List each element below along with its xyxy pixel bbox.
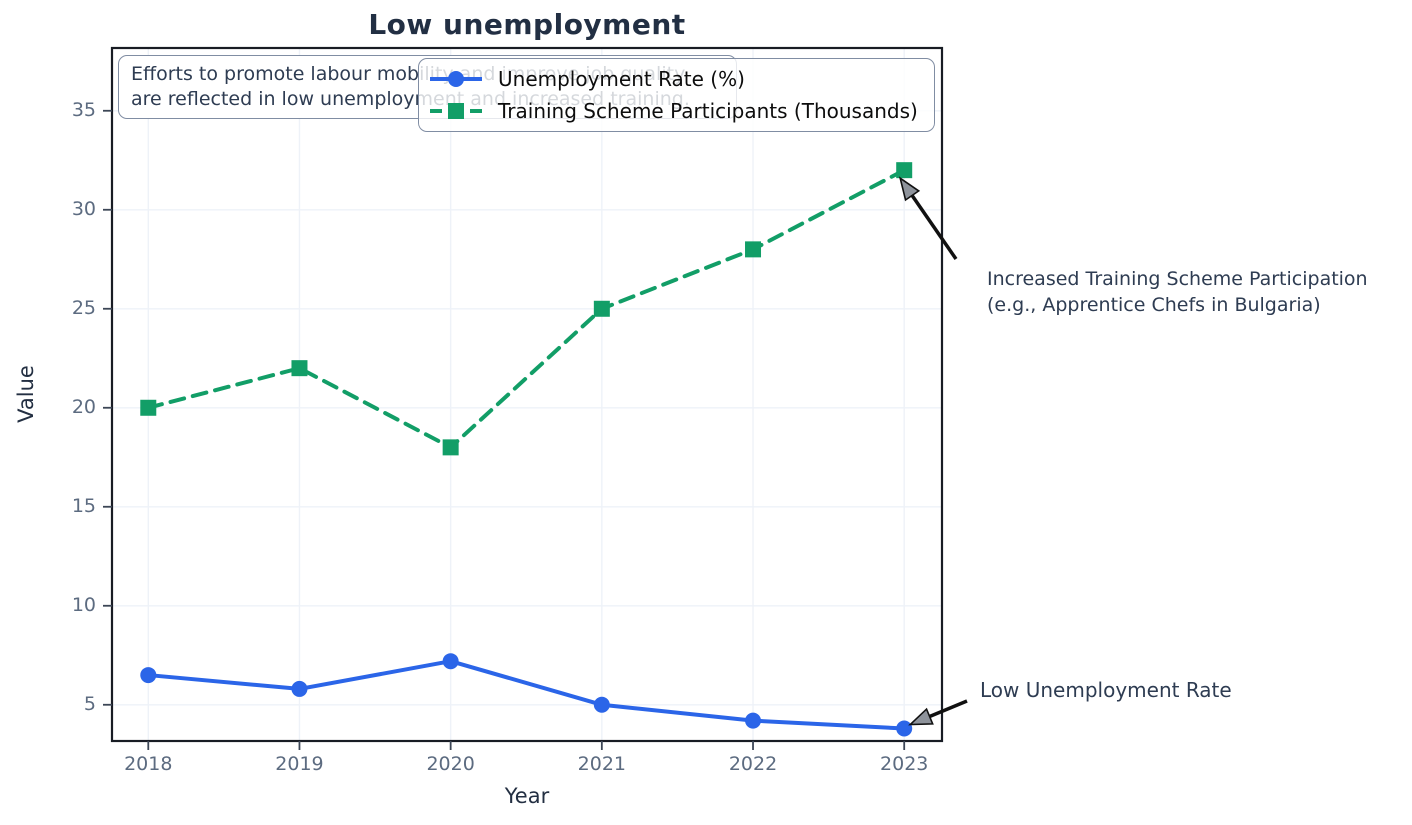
marker-point-circle bbox=[442, 653, 459, 670]
y-tick-label: 20 bbox=[71, 395, 96, 418]
annotation-low-unemployment-line-1: Low Unemployment Rate bbox=[980, 678, 1232, 702]
x-axis-label: Year bbox=[504, 784, 550, 808]
y-tick-label: 15 bbox=[71, 494, 96, 517]
x-tick-label: 2018 bbox=[124, 753, 173, 775]
x-tick-label: 2023 bbox=[880, 753, 929, 775]
annotation-training-line-2: (e.g., Apprentice Chefs in Bulgaria) bbox=[987, 294, 1321, 316]
y-tick-label: 10 bbox=[71, 593, 96, 616]
legend-item-training-participants: Training Scheme Participants (Thousands) bbox=[427, 98, 926, 124]
marker-point-square bbox=[291, 360, 308, 377]
legend-label-unemployment-rate: Unemployment Rate (%) bbox=[498, 67, 745, 91]
legend-item-unemployment-rate: Unemployment Rate (%) bbox=[427, 66, 926, 92]
x-tick-label: 2020 bbox=[426, 753, 475, 775]
y-tick-label: 5 bbox=[83, 692, 96, 715]
y-tick-label: 25 bbox=[71, 296, 96, 319]
marker-point-square bbox=[593, 300, 610, 317]
legend: Unemployment Rate (%) Training Scheme Pa… bbox=[418, 58, 935, 132]
y-tick-label: 35 bbox=[71, 98, 96, 121]
marker-point-square bbox=[442, 439, 459, 456]
x-tick-label: 2019 bbox=[275, 753, 324, 775]
annotation-arrow-head bbox=[908, 707, 934, 726]
marker-point-square bbox=[140, 399, 157, 416]
marker-point-circle bbox=[140, 667, 157, 684]
x-tick-label: 2021 bbox=[577, 753, 626, 775]
line-circle-marker-icon bbox=[430, 71, 482, 87]
series-line-0 bbox=[146, 659, 907, 731]
marker-point-square bbox=[745, 241, 762, 258]
x-tick-label: 2022 bbox=[728, 753, 778, 775]
annotation-arrow-shaft bbox=[928, 699, 968, 719]
series-line-1 bbox=[146, 168, 907, 450]
annotation-training: Increased Training Scheme Participation … bbox=[987, 266, 1368, 318]
annotation-training-line-1: Increased Training Scheme Participation bbox=[987, 268, 1368, 290]
marker-point-circle bbox=[593, 696, 610, 713]
y-tick-label: 30 bbox=[71, 197, 96, 220]
legend-label-training-participants: Training Scheme Participants (Thousands) bbox=[498, 99, 918, 123]
marker-point-square bbox=[896, 162, 913, 179]
dashed-line-square-marker-icon bbox=[430, 103, 482, 119]
annotation-arrow-shaft bbox=[910, 194, 958, 260]
axes-spine bbox=[110, 46, 944, 743]
marker-point-circle bbox=[745, 712, 762, 729]
annotation-low-unemployment: Low Unemployment Rate bbox=[980, 677, 1232, 703]
chart-title: Low unemployment bbox=[368, 8, 686, 41]
y-axis-label: Value bbox=[14, 365, 38, 423]
marker-point-circle bbox=[896, 720, 913, 737]
annotation-arrow-head bbox=[898, 176, 921, 202]
marker-point-circle bbox=[291, 680, 308, 697]
